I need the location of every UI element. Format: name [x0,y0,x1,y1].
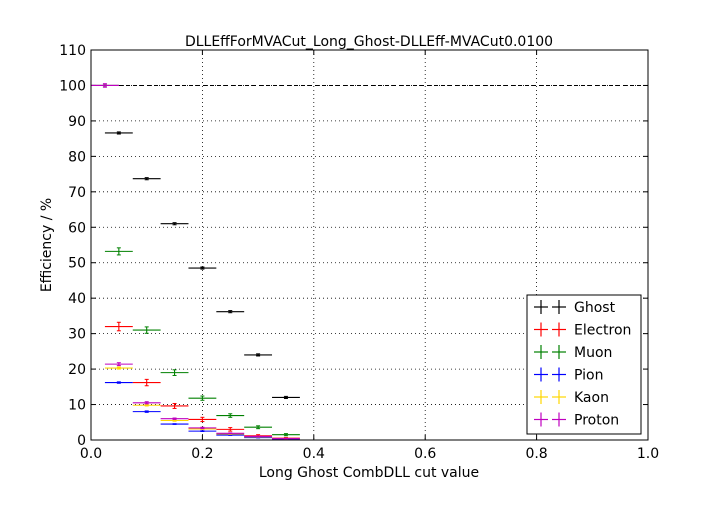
legend: Ghost Electron Muon Pion Kaon Proton [526,294,642,435]
series-proton [91,83,300,440]
legend-item-proton: Proton [534,412,619,429]
proton-point [91,83,119,88]
muon-point [104,247,133,256]
y-tick-label: 50 [68,256,86,272]
y-tick-label: 60 [68,220,86,236]
muon-point [244,425,273,430]
legend-label-muon: Muon [574,345,612,361]
pion-point [132,410,161,413]
muon-point [216,413,245,418]
muon-point [132,326,161,334]
electron-point [132,378,161,387]
legend-box [526,294,642,435]
muon-point [160,369,189,376]
y-tick-label: 110 [59,43,86,59]
y-tick-label: 80 [68,149,86,165]
x-tick-label: 0.4 [303,446,325,462]
pion-point [104,381,133,384]
x-tick-label: 0.6 [414,446,436,462]
ghost-point [188,266,217,270]
muon-point [188,395,217,401]
legend-item-muon: Muon [534,345,612,361]
series-muon [104,247,300,437]
legend-item-kaon: Kaon [534,390,609,406]
chart-title: DLLEffForMVACut_Long_Ghost-DLLEff-MVACut… [185,34,553,50]
ghost-point [160,222,189,226]
y-tick-label: 90 [68,114,86,130]
electron-point [104,321,133,332]
pion-point [160,423,189,425]
electron-point [188,416,217,423]
legend-item-ghost: Ghost [534,300,616,316]
electron-point [160,402,189,409]
proton-point [216,432,245,435]
x-axis-label: Long Ghost CombDLL cut value [259,465,479,481]
kaon-point [104,366,133,370]
legend-item-pion: Pion [534,367,603,384]
proton-point [272,437,300,440]
x-tick-label: 0.2 [191,446,213,462]
x-tick-label: 1.0 [637,446,659,462]
ghost-point [104,131,133,135]
y-axis-label: Efficiency / % [39,198,55,292]
y-tick-label: 0 [77,433,86,449]
y-tick-label: 30 [68,327,86,343]
ghost-point [272,395,300,400]
ghost-point [132,177,161,181]
kaon-point [132,404,161,407]
muon-point [272,433,300,437]
proton-point [104,362,133,367]
legend-label-ghost: Ghost [574,300,616,316]
y-tick-label: 10 [68,398,86,414]
legend-label-kaon: Kaon [574,390,609,406]
ghost-point [216,310,245,314]
y-tick-label: 40 [68,291,86,307]
x-tick-label: 0.0 [80,446,102,462]
kaon-point [160,419,189,422]
y-tick-label: 100 [59,78,86,94]
axes-frame [90,49,649,441]
proton-point [188,426,217,430]
legend-label-proton: Proton [574,413,619,429]
ghost-point [244,353,273,357]
legend-item-electron: Electron [534,322,631,339]
proton-point [132,401,161,405]
legend-label-pion: Pion [574,368,603,384]
x-tick-label: 0.8 [525,446,547,462]
electron-point [216,427,245,432]
legend-label-electron: Electron [574,323,631,339]
y-tick-label: 20 [68,362,86,378]
y-tick-label: 70 [68,185,86,201]
pion-point [188,430,217,432]
proton-point [244,435,273,438]
proton-point [160,417,189,420]
